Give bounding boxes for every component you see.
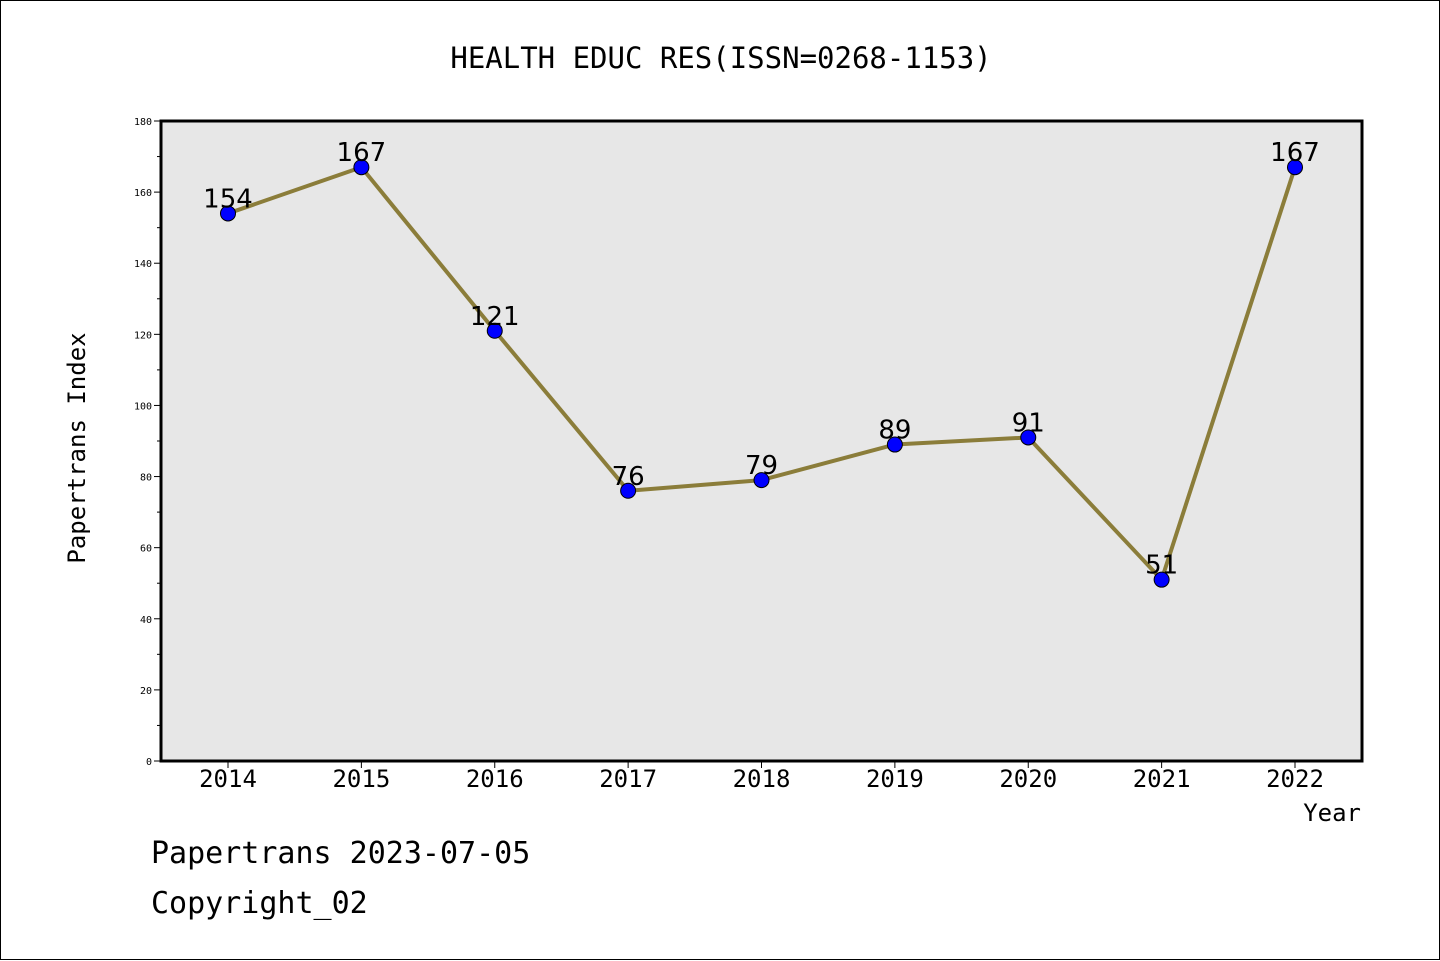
y-tick-label: 80	[140, 473, 152, 484]
data-label: 79	[745, 451, 778, 481]
data-label: 154	[203, 184, 253, 214]
data-labels: 154 167 121 76 79 89 91 51 167	[203, 138, 1320, 580]
data-label: 91	[1012, 408, 1045, 438]
data-point	[886, 436, 903, 453]
y-tick-label: 140	[134, 259, 152, 270]
x-tick-label: 2020	[999, 765, 1057, 793]
x-tick-label: 2019	[866, 765, 924, 793]
footer-copyright: Copyright_02	[151, 886, 368, 921]
x-tick-label: 2022	[1266, 765, 1324, 793]
data-label: 121	[470, 302, 520, 332]
data-point	[486, 322, 503, 339]
x-tick-label: 2021	[1133, 765, 1191, 793]
y-tick-label: 160	[134, 188, 152, 199]
x-tick-label: 2017	[599, 765, 657, 793]
data-label: 167	[337, 138, 387, 168]
y-tick-label: 60	[140, 544, 152, 555]
data-label: 89	[878, 416, 911, 446]
data-point	[1153, 571, 1170, 588]
data-point	[220, 205, 236, 222]
data-point	[620, 482, 637, 499]
x-axis: 2014 2015 2016 2017 2018 2019 2020 2021 2022	[199, 761, 1324, 793]
footer-date: Papertrans 2023-07-05	[151, 836, 531, 871]
data-point	[1287, 159, 1303, 176]
data-label: 167	[1270, 138, 1320, 168]
x-tick-label: 2018	[733, 765, 791, 793]
x-tick-label: 2014	[199, 765, 257, 793]
y-tick-label: 20	[140, 686, 152, 697]
y-axis: 0 20 40 60 80 100 120 140 160 180	[134, 117, 161, 768]
x-tick-label: 2015	[332, 765, 390, 793]
data-point	[353, 159, 370, 176]
y-tick-label: 100	[134, 401, 152, 412]
x-axis-label: Year	[1303, 799, 1361, 827]
data-points	[220, 159, 1303, 588]
chart-title: HEALTH EDUC RES(ISSN=0268-1153)	[450, 41, 991, 75]
y-tick-label: 0	[146, 757, 152, 768]
data-label: 51	[1145, 551, 1178, 581]
y-tick-label: 40	[140, 615, 152, 626]
y-axis-label: Papertrans Index	[63, 332, 91, 563]
data-point	[753, 472, 770, 489]
data-label: 76	[612, 462, 645, 492]
y-tick-label: 180	[134, 117, 152, 128]
plot-area	[159, 119, 1364, 763]
x-tick-label: 2016	[466, 765, 524, 793]
y-tick-label: 120	[134, 330, 152, 341]
data-point	[1020, 429, 1037, 446]
